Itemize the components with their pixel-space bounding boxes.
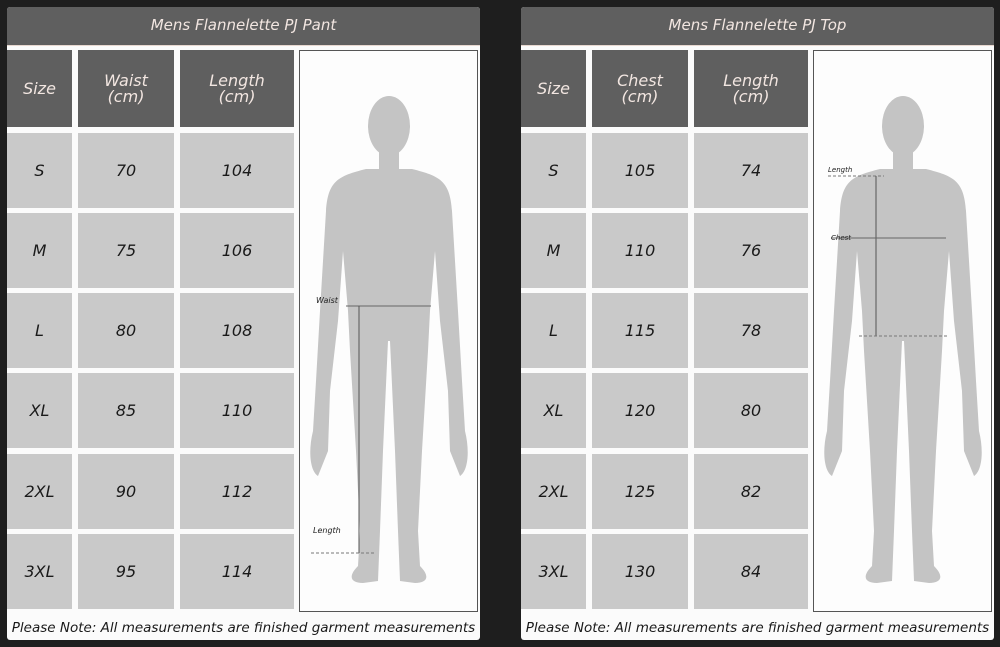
measure-cell: 70 — [78, 133, 174, 208]
chart-title: Mens Flannelette PJ Pant — [7, 7, 480, 46]
length-cell: 106 — [180, 213, 294, 288]
size-cell: L — [521, 293, 586, 368]
footnote: Please Note: All measurements are finish… — [525, 620, 990, 636]
size-cell: S — [7, 133, 72, 208]
header-length: Length (cm) — [180, 50, 294, 127]
chart-title: Mens Flannelette PJ Top — [521, 7, 994, 46]
header-length: Length (cm) — [694, 50, 808, 127]
size-cell: L — [7, 293, 72, 368]
size-cell: XL — [521, 373, 586, 448]
body-silhouette — [310, 96, 468, 583]
length-cell: 110 — [180, 373, 294, 448]
length-cell: 112 — [180, 454, 294, 529]
measure-cell: 95 — [78, 534, 174, 609]
measure-cell: 130 — [592, 534, 688, 609]
measure-cell: 85 — [78, 373, 174, 448]
size-cell: M — [7, 213, 72, 288]
body-silhouette — [824, 96, 982, 583]
length-cell: 114 — [180, 534, 294, 609]
header-size: Size — [521, 50, 586, 127]
length-cell: 74 — [694, 133, 808, 208]
length-label: Length — [828, 166, 852, 174]
length-cell: 108 — [180, 293, 294, 368]
size-cell: M — [521, 213, 586, 288]
length-cell: 84 — [694, 534, 808, 609]
header-chest: Chest (cm) — [592, 50, 688, 127]
measure-cell: 105 — [592, 133, 688, 208]
body-figure: Waist Length — [299, 50, 478, 612]
length-cell: 82 — [694, 454, 808, 529]
length-cell: 76 — [694, 213, 808, 288]
size-cell: 3XL — [7, 534, 72, 609]
header-waist: Waist (cm) — [78, 50, 174, 127]
measure-cell: 120 — [592, 373, 688, 448]
header-size: Size — [7, 50, 72, 127]
measure-cell: 110 — [592, 213, 688, 288]
length-cell: 104 — [180, 133, 294, 208]
measure-cell: 115 — [592, 293, 688, 368]
body-figure: Length Chest — [813, 50, 992, 612]
size-cell: S — [521, 133, 586, 208]
measure-cell: 125 — [592, 454, 688, 529]
length-label: Length — [313, 526, 341, 535]
top-size-chart: Mens Flannelette PJ Top Size Chest (cm) … — [521, 7, 994, 640]
size-cell: 3XL — [521, 534, 586, 609]
waist-label: Waist — [316, 296, 339, 305]
measure-cell: 75 — [78, 213, 174, 288]
size-cell: 2XL — [521, 454, 586, 529]
size-cell: 2XL — [7, 454, 72, 529]
size-cell: XL — [7, 373, 72, 448]
length-cell: 80 — [694, 373, 808, 448]
chest-label: Chest — [831, 234, 851, 242]
measure-cell: 80 — [78, 293, 174, 368]
length-cell: 78 — [694, 293, 808, 368]
footnote: Please Note: All measurements are finish… — [11, 620, 476, 636]
measure-cell: 90 — [78, 454, 174, 529]
pant-size-chart: Mens Flannelette PJ Pant Size Waist (cm)… — [7, 7, 480, 640]
